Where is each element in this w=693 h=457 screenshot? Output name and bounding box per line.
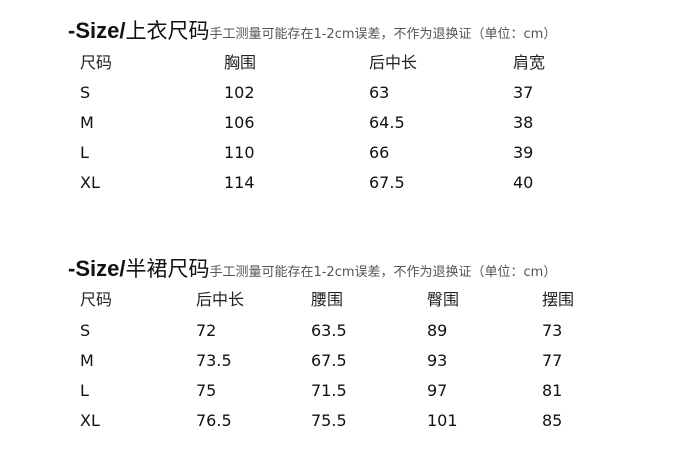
table-cell: 73.5 (196, 351, 232, 370)
size-label: S (80, 321, 91, 340)
size-label: L (80, 381, 89, 400)
column-header: 肩宽 (513, 53, 546, 72)
title-prefix: -Size/ (68, 18, 126, 43)
title-name: 上衣尺码 (125, 19, 210, 43)
column-header: 臀围 (427, 290, 460, 309)
title-name: 半裙尺码 (125, 257, 210, 281)
table-cell: 97 (427, 381, 448, 400)
table-cell: 89 (427, 321, 448, 340)
column-header: 腰围 (311, 290, 344, 309)
table-cell: 39 (513, 143, 534, 162)
table-title: -Size/上衣尺码手工测量可能存在1-2cm误差，不作为退换证（单位：cm） (68, 20, 556, 42)
column-header: 胸围 (224, 53, 257, 72)
size-label: XL (80, 411, 100, 430)
table-cell: 75.5 (311, 411, 347, 430)
table-cell: 110 (224, 143, 255, 162)
size-label: XL (80, 173, 100, 192)
table-cell: 38 (513, 113, 534, 132)
table-cell: 37 (513, 83, 534, 102)
size-label: M (80, 113, 94, 132)
table-cell: 64.5 (369, 113, 405, 132)
table-cell: 67.5 (369, 173, 405, 192)
table-cell: 102 (224, 83, 255, 102)
size-label: M (80, 351, 94, 370)
size-label: S (80, 83, 91, 102)
table-cell: 77 (542, 351, 563, 370)
table-cell: 72 (196, 321, 217, 340)
table-cell: 93 (427, 351, 448, 370)
column-header: 后中长 (369, 53, 418, 72)
table-cell: 81 (542, 381, 563, 400)
column-header: 摆围 (542, 290, 575, 309)
table-cell: 71.5 (311, 381, 347, 400)
measurement-note: 手工测量可能存在1-2cm误差，不作为退换证（单位：cm） (209, 27, 557, 42)
size-label: L (80, 143, 89, 162)
table-cell: 40 (513, 173, 534, 192)
table-cell: 85 (542, 411, 563, 430)
column-header: 尺码 (80, 53, 113, 72)
column-header: 后中长 (196, 290, 245, 309)
table-cell: 114 (224, 173, 255, 192)
table-cell: 63 (369, 83, 390, 102)
table-title: -Size/半裙尺码手工测量可能存在1-2cm误差，不作为退换证（单位：cm） (68, 258, 556, 280)
column-header: 尺码 (80, 290, 113, 309)
title-prefix: -Size/ (68, 256, 126, 281)
table-cell: 106 (224, 113, 255, 132)
measurement-note: 手工测量可能存在1-2cm误差，不作为退换证（单位：cm） (209, 265, 557, 280)
table-cell: 67.5 (311, 351, 347, 370)
table-cell: 73 (542, 321, 563, 340)
table-cell: 76.5 (196, 411, 232, 430)
table-cell: 63.5 (311, 321, 347, 340)
table-cell: 101 (427, 411, 458, 430)
table-cell: 75 (196, 381, 217, 400)
table-cell: 66 (369, 143, 390, 162)
